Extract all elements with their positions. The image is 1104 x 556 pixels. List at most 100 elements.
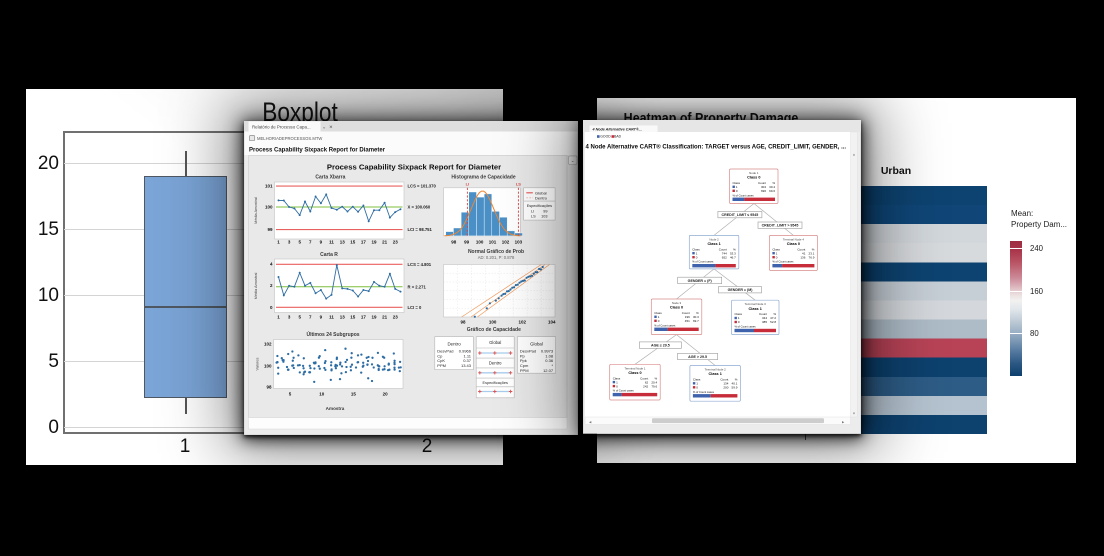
svg-text:15: 15 (350, 239, 356, 244)
svg-text:13: 13 (340, 239, 346, 244)
svg-text:Dentro: Dentro (489, 360, 502, 365)
svg-text:79.6: 79.6 (651, 384, 657, 388)
svg-text:76.9: 76.9 (809, 255, 815, 259)
svg-text:Especificações: Especificações (527, 203, 552, 207)
svg-text:Node 3: Node 3 (672, 301, 682, 305)
svg-text:CREDIT_LIMIT > 9545: CREDIT_LIMIT > 9545 (762, 224, 799, 228)
svg-text:LCI = 98.751: LCI = 98.751 (408, 227, 433, 232)
svg-text:1.11: 1.11 (464, 353, 472, 358)
svg-text:99: 99 (543, 209, 547, 213)
svg-text:19: 19 (371, 314, 377, 319)
svg-text:40.1: 40.1 (732, 382, 738, 386)
svg-text:CpK: CpK (437, 358, 445, 363)
svg-text:LCS = 4.801: LCS = 4.801 (408, 262, 432, 267)
svg-text:200: 200 (723, 386, 728, 390)
svg-text:11: 11 (329, 314, 334, 319)
svg-text:Class 0: Class 0 (747, 176, 760, 180)
svg-text:Cpm: Cpm (520, 363, 529, 368)
svg-text:X = 100.060: X = 100.060 (408, 204, 431, 209)
svg-text:1: 1 (696, 382, 698, 386)
svg-text:9: 9 (320, 314, 323, 319)
svg-text:0: 0 (738, 320, 740, 324)
svg-text:20: 20 (383, 391, 389, 396)
svg-text:3: 3 (288, 314, 291, 319)
svg-text:13: 13 (340, 314, 346, 319)
svg-text:Process Capability Sixpack Rep: Process Capability Sixpack Report for Di… (327, 162, 501, 171)
svg-text:98: 98 (451, 239, 457, 244)
svg-text:99: 99 (464, 239, 470, 244)
svg-text:134: 134 (723, 382, 728, 386)
svg-text:Class: Class (692, 247, 700, 251)
svg-text:Class: Class (735, 312, 743, 316)
svg-text:%: % (772, 181, 775, 185)
svg-text:LS: LS (531, 214, 536, 218)
svg-text:Class 0: Class 0 (670, 306, 683, 310)
svg-text:242: 242 (643, 384, 648, 388)
svg-text:% of Count cases: % of Count cases (692, 260, 714, 264)
svg-text:744: 744 (722, 251, 727, 255)
svg-text:DesvPad: DesvPad (520, 348, 536, 353)
svg-text:41: 41 (802, 251, 806, 255)
svg-text:Global: Global (530, 341, 543, 346)
svg-text:47.2: 47.2 (770, 316, 776, 320)
svg-text:Count: Count (719, 247, 727, 251)
svg-text:451: 451 (685, 319, 690, 323)
svg-text:101: 101 (265, 183, 273, 188)
svg-text:Dentro: Dentro (535, 195, 548, 200)
svg-text:52.8: 52.8 (770, 320, 776, 324)
svg-text:% of Count cases: % of Count cases (693, 390, 715, 394)
svg-text:Global: Global (535, 190, 547, 195)
svg-text:0: 0 (736, 189, 738, 193)
svg-text:%: % (655, 376, 658, 380)
svg-text:LI: LI (531, 209, 534, 213)
svg-text:% of Count cases: % of Count cases (772, 260, 794, 264)
svg-text:Class 1: Class 1 (707, 242, 720, 246)
svg-text:✕: ✕ (329, 124, 333, 129)
svg-text:0.9973: 0.9973 (541, 348, 554, 353)
svg-text:AD: 0.201, P: 0.878: AD: 0.201, P: 0.878 (478, 255, 515, 260)
svg-text:Amostra: Amostra (326, 406, 345, 411)
svg-text:%: % (733, 247, 736, 251)
svg-text:103: 103 (541, 214, 547, 218)
svg-text:98: 98 (266, 384, 272, 389)
svg-text:⌄: ⌄ (322, 124, 326, 130)
svg-text:0.9966: 0.9966 (459, 348, 472, 353)
svg-text:23: 23 (393, 314, 399, 319)
svg-text:CREDIT_LIMIT ≤ 9545: CREDIT_LIMIT ≤ 9545 (722, 213, 759, 217)
svg-text:136: 136 (800, 255, 805, 259)
svg-text:Carta R: Carta R (320, 252, 338, 258)
svg-text:Count: Count (640, 376, 648, 380)
svg-text:Count: Count (797, 247, 805, 251)
svg-text:102: 102 (502, 239, 510, 244)
svg-text:DesvPad: DesvPad (437, 348, 453, 353)
svg-text:Class: Class (733, 181, 741, 185)
svg-text:23: 23 (393, 239, 399, 244)
svg-text:98: 98 (460, 319, 466, 324)
svg-text:104: 104 (548, 319, 556, 324)
svg-text:PPM: PPM (437, 363, 446, 368)
svg-text:13.43: 13.43 (461, 363, 472, 368)
svg-text:69.6: 69.6 (769, 189, 775, 193)
svg-text:385: 385 (762, 320, 767, 324)
svg-text:Count: Count (720, 378, 728, 382)
svg-text:%: % (812, 247, 815, 251)
svg-text:▶: ▶ (842, 420, 845, 424)
svg-text:696: 696 (761, 189, 766, 193)
svg-text:Valores: Valores (255, 357, 260, 370)
svg-text:Node 2: Node 2 (709, 237, 719, 241)
svg-text:Class 0: Class 0 (787, 242, 800, 246)
svg-text:5: 5 (298, 314, 301, 319)
svg-text:LCS = 101.370: LCS = 101.370 (408, 183, 437, 188)
svg-text:4 Node Alternative CART®...: 4 Node Alternative CART®... (592, 127, 642, 131)
svg-text:21: 21 (382, 314, 388, 319)
svg-text:20.4: 20.4 (651, 380, 657, 384)
svg-text:1: 1 (658, 315, 660, 319)
svg-text:4 Node Alternative CART® Class: 4 Node Alternative CART® Classification:… (586, 144, 847, 151)
svg-text:Especificações: Especificações (483, 380, 508, 384)
svg-text:15: 15 (350, 314, 356, 319)
svg-text:1: 1 (696, 251, 698, 255)
svg-text:Process Capability Sixpack Rep: Process Capability Sixpack Report for Di… (249, 147, 386, 153)
svg-text:Relatório de Processo Capa...: Relatório de Processo Capa... (252, 124, 311, 129)
svg-text:PPM: PPM (520, 368, 529, 373)
svg-text:103: 103 (515, 239, 523, 244)
